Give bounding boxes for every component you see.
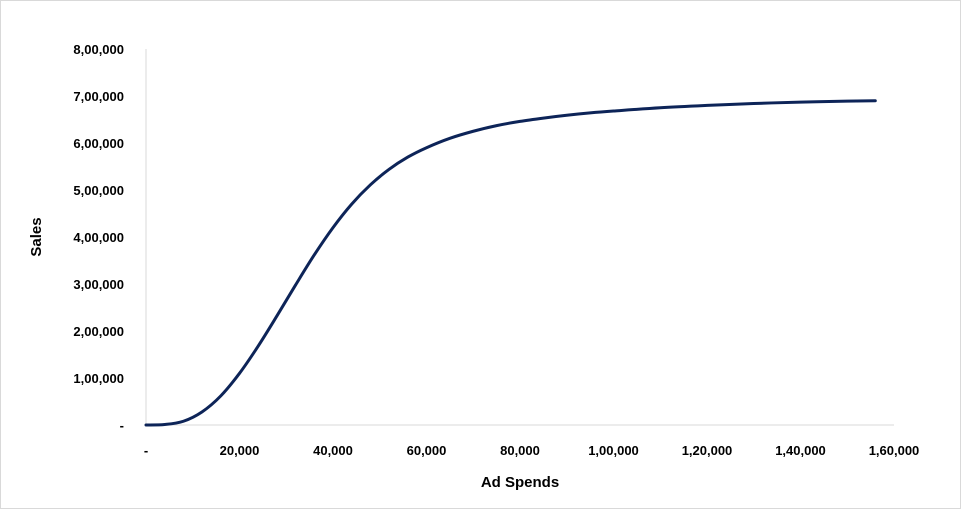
x-axis: - 20,000 40,000 60,000 80,000 1,00,000 1,20,00… <box>144 424 920 458</box>
y-tick-label: 4,00,000 <box>73 230 124 245</box>
y-tick-label: 1,00,000 <box>73 371 124 386</box>
sales-curve-line <box>144 99 877 427</box>
y-tick-label: 6,00,000 <box>73 136 124 151</box>
y-axis-title: Sales <box>28 217 45 256</box>
x-tick-label: 80,000 <box>500 443 540 458</box>
x-axis-title: Ad Spends <box>481 474 559 491</box>
x-tick-label: 1,60,000 <box>869 443 920 458</box>
x-tick-label: 1,20,000 <box>682 443 733 458</box>
x-tick-label: 20,000 <box>220 443 260 458</box>
x-tick-label: 40,000 <box>313 443 353 458</box>
y-tick-label: - <box>120 418 124 433</box>
y-tick-label: 7,00,000 <box>73 89 124 104</box>
x-tick-label: 1,40,000 <box>775 443 826 458</box>
x-tick-label: - <box>144 443 148 458</box>
y-tick-label: 3,00,000 <box>73 277 124 292</box>
series-group <box>144 99 877 427</box>
x-tick-label: 1,00,000 <box>588 443 639 458</box>
y-tick-label: 2,00,000 <box>73 324 124 339</box>
y-tick-label: 5,00,000 <box>73 183 124 198</box>
x-tick-label: 60,000 <box>407 443 447 458</box>
y-tick-label: 8,00,000 <box>73 42 124 57</box>
y-axis: - 1,00,000 2,00,000 3,00,000 4,00,000 5,00,00… <box>73 42 147 433</box>
